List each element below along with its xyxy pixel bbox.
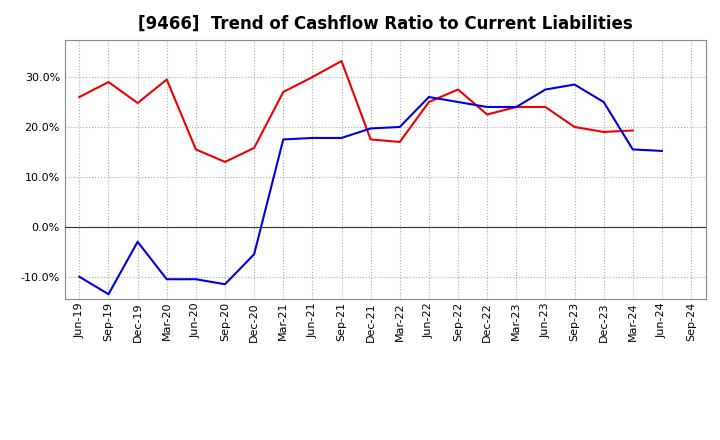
- Title: [9466]  Trend of Cashflow Ratio to Current Liabilities: [9466] Trend of Cashflow Ratio to Curren…: [138, 15, 633, 33]
- Free CF to Current Liabilities: [104, 292, 113, 297]
- Free CF to Current Liabilities: [133, 239, 142, 245]
- Free CF to Current Liabilities: [192, 277, 200, 282]
- Free CF to Current Liabilities: [279, 137, 287, 142]
- Operating CF to Current Liabilities: [570, 125, 579, 130]
- Free CF to Current Liabilities: [599, 99, 608, 105]
- Operating CF to Current Liabilities: [337, 59, 346, 64]
- Free CF to Current Liabilities: [163, 277, 171, 282]
- Operating CF to Current Liabilities: [454, 87, 462, 92]
- Operating CF to Current Liabilities: [599, 129, 608, 135]
- Operating CF to Current Liabilities: [192, 147, 200, 152]
- Operating CF to Current Liabilities: [220, 159, 229, 165]
- Free CF to Current Liabilities: [425, 94, 433, 99]
- Operating CF to Current Liabilities: [483, 112, 492, 117]
- Free CF to Current Liabilities: [657, 148, 666, 154]
- Line: Free CF to Current Liabilities: Free CF to Current Liabilities: [79, 84, 662, 294]
- Operating CF to Current Liabilities: [395, 139, 404, 145]
- Free CF to Current Liabilities: [483, 104, 492, 110]
- Line: Operating CF to Current Liabilities: Operating CF to Current Liabilities: [79, 61, 633, 162]
- Operating CF to Current Liabilities: [104, 79, 113, 84]
- Free CF to Current Liabilities: [512, 104, 521, 110]
- Free CF to Current Liabilities: [337, 136, 346, 141]
- Operating CF to Current Liabilities: [75, 94, 84, 99]
- Operating CF to Current Liabilities: [250, 145, 258, 150]
- Operating CF to Current Liabilities: [308, 74, 317, 80]
- Free CF to Current Liabilities: [366, 126, 375, 131]
- Free CF to Current Liabilities: [454, 99, 462, 105]
- Operating CF to Current Liabilities: [133, 100, 142, 106]
- Operating CF to Current Liabilities: [541, 104, 550, 110]
- Operating CF to Current Liabilities: [629, 128, 637, 133]
- Free CF to Current Liabilities: [308, 136, 317, 141]
- Free CF to Current Liabilities: [570, 82, 579, 87]
- Operating CF to Current Liabilities: [279, 89, 287, 95]
- Free CF to Current Liabilities: [395, 125, 404, 130]
- Operating CF to Current Liabilities: [512, 104, 521, 110]
- Free CF to Current Liabilities: [250, 252, 258, 257]
- Free CF to Current Liabilities: [220, 282, 229, 287]
- Operating CF to Current Liabilities: [366, 137, 375, 142]
- Operating CF to Current Liabilities: [163, 77, 171, 82]
- Free CF to Current Liabilities: [541, 87, 550, 92]
- Free CF to Current Liabilities: [629, 147, 637, 152]
- Free CF to Current Liabilities: [75, 274, 84, 279]
- Operating CF to Current Liabilities: [425, 99, 433, 105]
